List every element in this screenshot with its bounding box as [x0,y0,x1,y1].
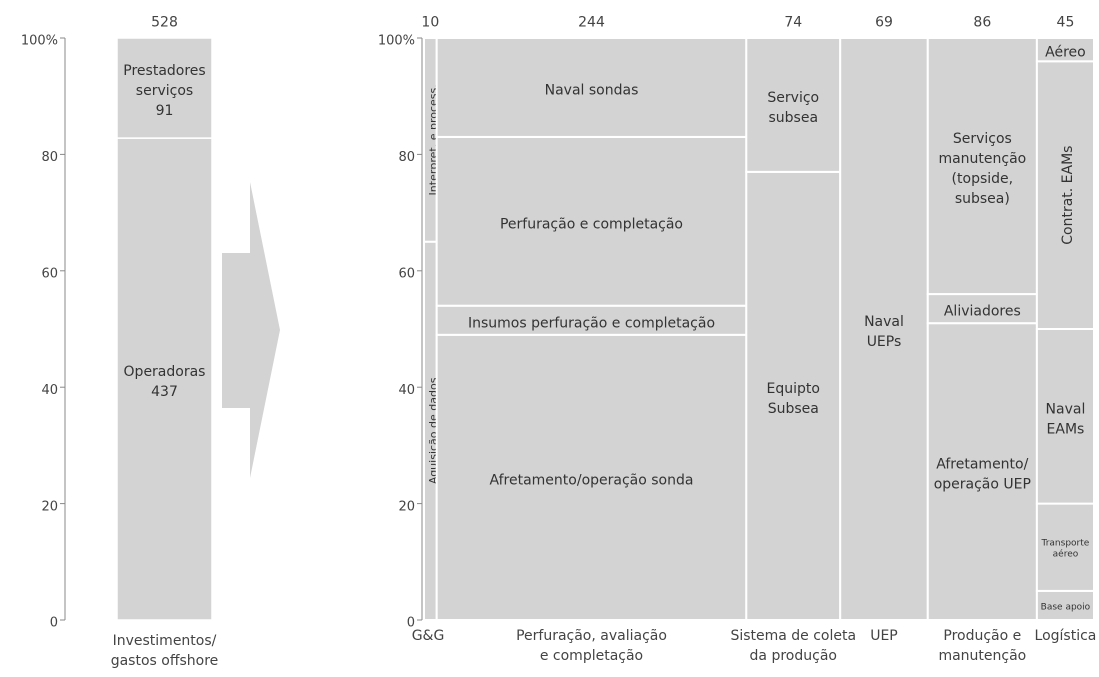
mekko-segment [1035,502,1095,592]
segment-label: Afretamento/operação sonda [490,472,694,488]
segment-label: Contrat. EAMs [1060,146,1076,245]
column-total-label: 86 [973,15,991,31]
y-tick-label: 80 [41,150,58,165]
column-total-label: 10 [421,15,439,31]
category-label: Produção e manutenção [938,628,1026,664]
mekko-segment [1035,328,1095,505]
mekko-segment [435,333,748,621]
mekko-segment [1035,589,1095,622]
column-total-label: 69 [875,15,893,31]
y-tick-label: 20 [398,499,415,514]
segment-label: Naval sondas [545,82,639,98]
y-tick-label: 20 [41,499,58,514]
segment-label: Naval EAMs [1046,401,1086,437]
category-label: Sistema de coleta da produção [730,628,856,664]
column-total-label: 528 [151,15,178,31]
segment-label: Perfuração e completação [500,216,683,232]
segment-label: Serviço subsea [767,90,819,126]
y-tick-label: 0 [50,616,58,631]
segment-label: Transporte aéreo [1041,539,1090,560]
segment-label: Equipto Subsea [767,381,820,417]
mekko-segment [1035,37,1095,63]
category-label: UEP [870,628,898,644]
segment-label: Naval UEPs [864,314,904,350]
category-label: Logística [1035,628,1097,644]
category-label: G&G [412,628,445,644]
bar-segment [116,137,213,621]
segment-label: Afretamento/operação UEP [934,457,1031,493]
mekko-segment [926,37,1038,296]
segment-label: Operadoras 437 [124,364,206,400]
flow-arrow-icon [222,182,280,478]
mekko-segment [926,322,1038,621]
category-label: Investimentos/gastos offshore [111,633,219,669]
segment-label: Insumos perfuração e completação [468,315,715,331]
left-stacked-bar-chart: 0 20 40 60 80 100% Operadoras 437 Prestadores ser… [21,15,218,669]
y-tick-label: 60 [41,266,58,281]
y-tick-label: 40 [398,383,415,398]
mekko-segment [745,37,842,173]
segment-label: Serviços manutenção (topside, subsea) [938,131,1026,207]
y-tick-label: 40 [41,383,58,398]
y-tick-label: 100% [21,34,58,49]
y-tick-label: 100% [378,34,415,49]
column-total-label: 74 [784,15,802,31]
column-total-label: 244 [578,15,605,31]
segment-label: Aéreo [1045,45,1086,61]
column-total-label: 45 [1057,15,1075,31]
segment-label: Prestadores serviços 91 [123,63,205,119]
mekko-segment [745,170,842,622]
mekko-segment [435,37,748,138]
mekko-segment [435,135,748,307]
segment-label: Aliviadores [944,304,1021,320]
mekko-segment [1035,60,1095,330]
y-tick-label: 0 [407,616,415,631]
y-tick-label: 60 [398,266,415,281]
category-label: Perfuração, avaliação e completação [516,628,667,664]
bar-segment [116,37,213,139]
y-tick-label: 80 [398,150,415,165]
mekko-segment [435,304,748,336]
segment-label: Base apoio [1041,602,1091,612]
